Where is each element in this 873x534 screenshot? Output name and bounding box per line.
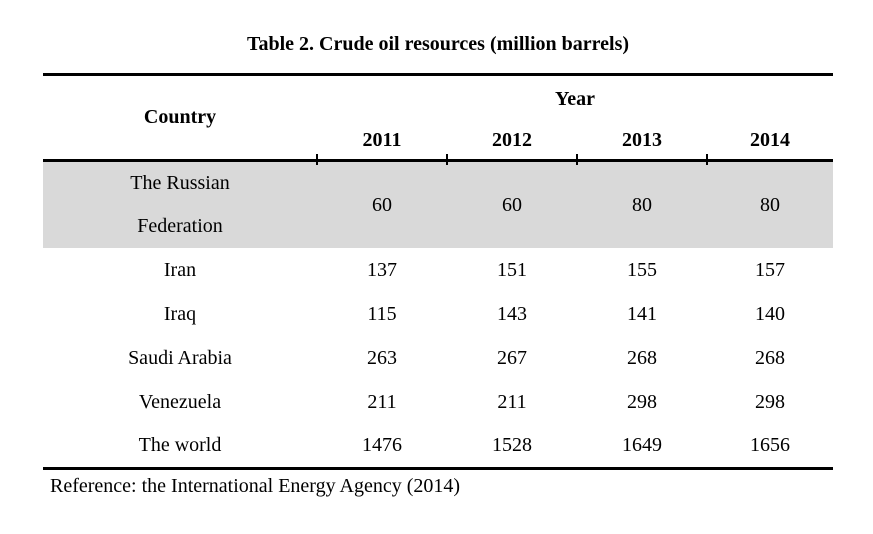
header-year-2012: 2012 [492,129,532,151]
table-row-saudi-arabia: Saudi Arabia 263 267 268 268 [43,336,833,380]
table-title: Table 2. Crude oil resources (million ba… [246,33,630,55]
value-cell: 211 [497,390,527,413]
header-year-2013: 2013 [622,129,662,151]
table-body: The Russian Federation 60 60 80 80 Iran … [43,160,834,469]
table-row-world: The world 1476 1528 1649 1656 [43,424,833,469]
country-cell: Saudi Arabia [128,346,232,369]
value-cell: 263 [367,346,397,369]
value-cell: 1476 [362,434,402,456]
value-cell: 80 [760,193,781,216]
value-cell: 140 [755,302,786,325]
country-cell: Venezuela [138,390,222,413]
table-row-iraq: Iraq 115 143 141 140 [43,292,833,336]
value-cell: 155 [627,258,657,281]
reference-note: Reference: the International Energy Agen… [50,475,461,497]
column-divider-tick [706,154,708,165]
value-cell: 1649 [622,434,662,456]
value-cell: 80 [632,193,652,216]
country-cell: Iran [163,258,197,281]
value-cell: 1528 [492,434,532,456]
header-country: Country [143,106,217,128]
country-cell: The world [138,434,222,456]
header-row-years: 2011 2012 2013 2014 [43,122,833,161]
value-cell: 298 [755,390,786,413]
column-divider-tick [446,154,448,165]
table-wrapper: Country Year 2011 2012 2013 2014 The Rus… [43,73,834,470]
table-row-venezuela: Venezuela 211 211 298 298 [43,380,833,424]
table-block: Table 2. Crude oil resources (million ba… [43,0,834,498]
value-cell: 141 [627,302,657,325]
table-row-russian-federation: The Russian Federation 60 60 80 80 [43,160,834,248]
header-year-2011: 2011 [362,129,402,151]
value-cell: 211 [367,390,397,413]
value-cell: 151 [497,258,527,281]
country-cell: The Russian Federation [130,172,230,237]
value-cell: 1656 [750,434,791,456]
table-header: Country Year 2011 2012 2013 2014 [43,75,834,161]
value-cell: 268 [627,346,657,369]
column-divider-tick [316,154,318,165]
crude-oil-table: Country Year 2011 2012 2013 2014 The Rus… [43,73,834,470]
table-row-iran: Iran 137 151 155 157 [43,248,833,292]
value-cell: 157 [755,258,786,281]
value-cell: 137 [367,258,397,281]
header-year-group: Year [555,87,596,110]
header-row-year-group: Country Year [43,75,833,129]
value-cell: 298 [627,390,657,413]
value-cell: 267 [497,346,527,369]
value-cell: 143 [497,302,527,325]
value-cell: 268 [755,346,786,369]
column-divider-tick [576,154,578,165]
value-cell: 115 [367,302,397,325]
value-cell: 60 [502,193,522,216]
header-year-2014: 2014 [750,129,791,151]
value-cell: 60 [372,193,392,216]
country-cell: Iraq [163,302,197,325]
